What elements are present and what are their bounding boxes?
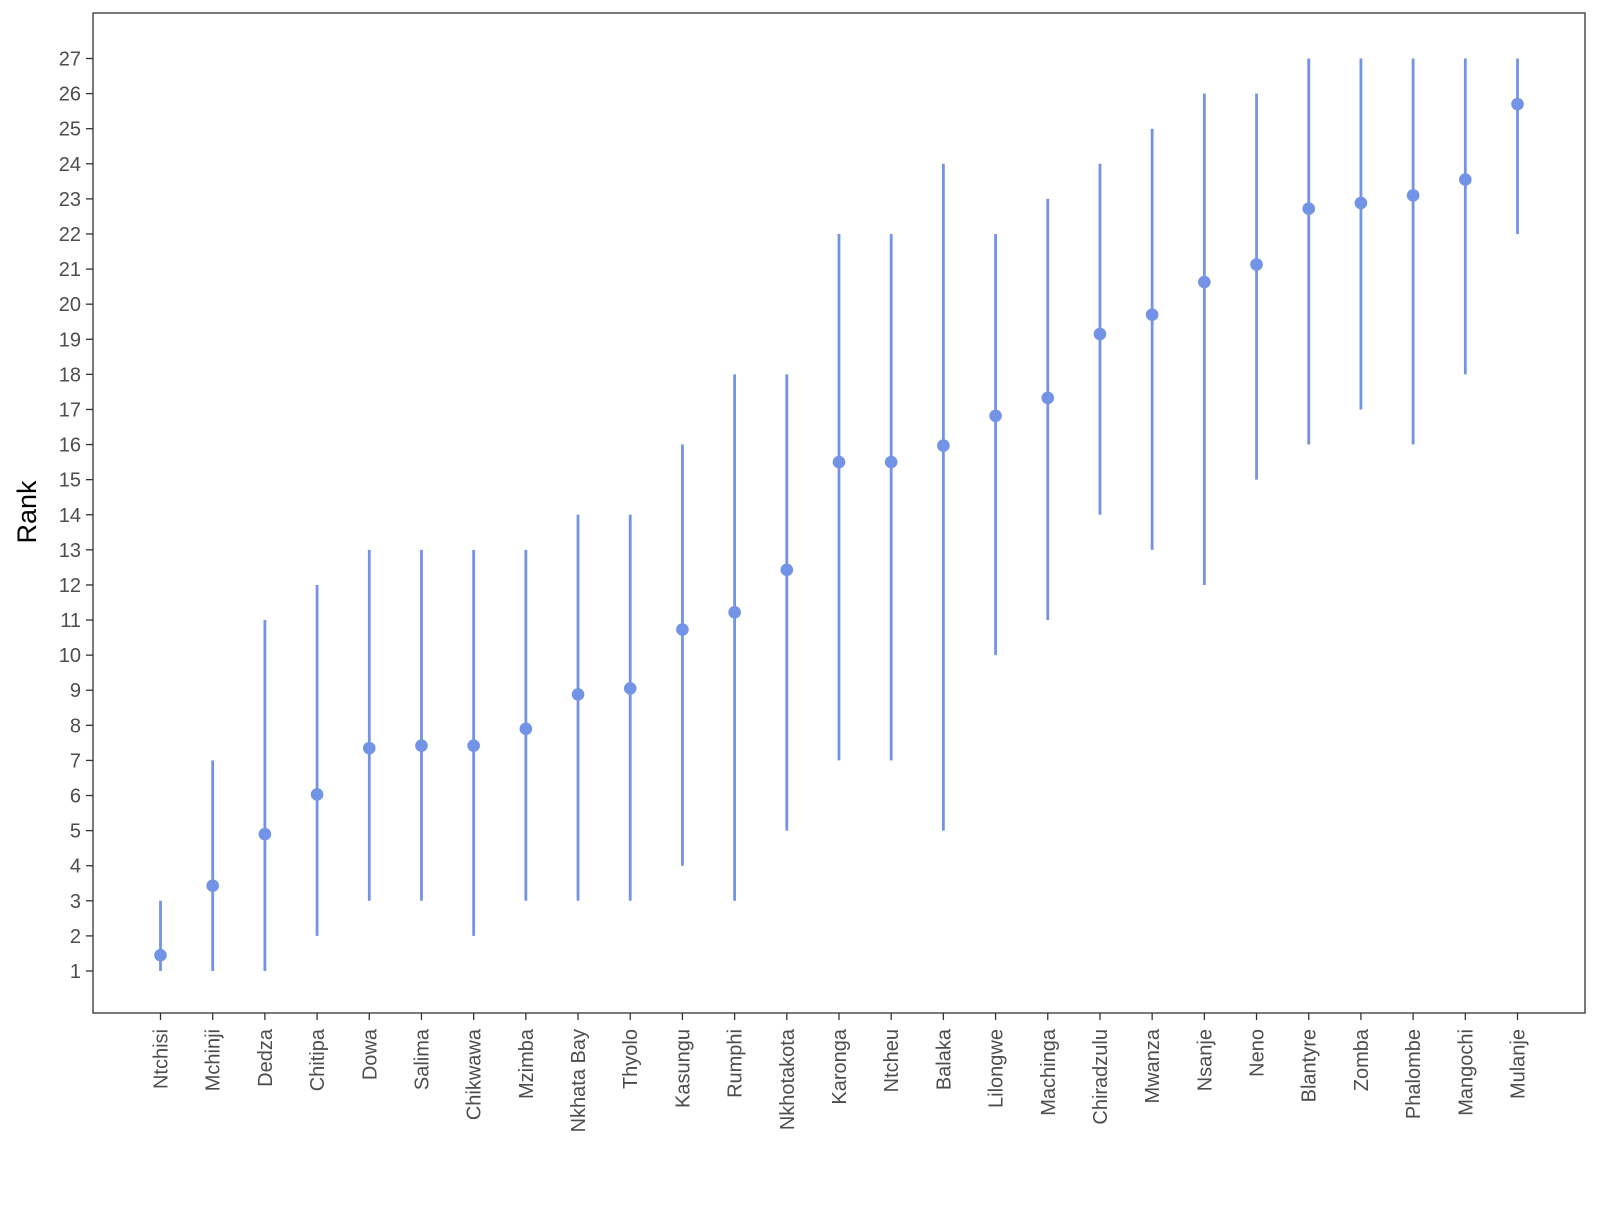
point-rumphi [728,606,741,619]
x-tick-label-chikwawa: Chikwawa [464,1028,486,1120]
y-tick-label-25: 25 [59,119,81,141]
y-axis-ticks: 1234567891011121314151617181920212223242… [59,49,93,983]
x-tick-label-neno: Neno [1247,1029,1269,1077]
x-tick-label-mwanza: Mwanza [1142,1028,1164,1103]
y-tick-label-8: 8 [70,715,81,737]
y-axis-title: Rank [12,480,42,544]
x-tick-label-ntcheu: Ntcheu [881,1029,903,1092]
y-tick-label-17: 17 [59,399,81,421]
y-tick-label-2: 2 [70,926,81,948]
point-chitipa [310,788,324,801]
point-chiradzulu [1093,327,1107,341]
y-tick-label-10: 10 [59,645,81,667]
point-ntcheu [884,455,898,469]
point-nsanje [1198,275,1211,289]
point-kasungu [676,623,689,636]
x-tick-label-zomba: Zomba [1351,1028,1373,1091]
x-tick-label-mchinji: Mchinji [203,1029,225,1091]
x-tick-label-salima: Salima [411,1028,433,1090]
y-tick-label-21: 21 [59,259,81,281]
y-tick-label-18: 18 [59,364,81,386]
y-tick-label-27: 27 [59,49,81,71]
point-nkhata-bay [571,688,585,701]
y-tick-label-4: 4 [70,856,81,878]
rank-points [154,97,1524,962]
point-neno [1250,258,1263,271]
x-tick-label-karonga: Karonga [829,1028,851,1104]
x-tick-label-kasungu: Kasungu [672,1029,694,1108]
point-mulanje [1511,97,1524,111]
x-tick-label-mulanje: Mulanje [1508,1029,1530,1099]
point-balaka [937,439,950,452]
y-tick-label-13: 13 [59,540,81,562]
x-tick-label-mzimba: Mzimba [516,1028,538,1099]
x-tick-label-nkhata-bay: Nkhata Bay [568,1029,590,1132]
y-tick-label-15: 15 [59,470,81,492]
point-phalombe [1406,189,1420,202]
x-tick-label-balaka: Balaka [933,1028,955,1090]
y-tick-label-3: 3 [70,891,81,913]
x-tick-label-thyolo: Thyolo [620,1029,642,1089]
x-tick-label-nkhotakota: Nkhotakota [777,1028,799,1130]
y-tick-label-1: 1 [70,961,81,983]
y-tick-label-7: 7 [70,750,81,772]
x-tick-label-ntchisi: Ntchisi [151,1029,173,1089]
y-tick-label-5: 5 [70,821,81,843]
x-tick-label-rumphi: Rumphi [725,1029,747,1098]
point-dowa [362,741,376,755]
x-tick-label-phalombe: Phalombe [1403,1029,1425,1119]
point-lilongwe [989,409,1002,423]
point-mchinji [206,879,219,893]
point-mangochi [1459,173,1472,186]
y-tick-label-24: 24 [59,154,81,176]
y-tick-label-23: 23 [59,189,81,211]
x-tick-label-mangochi: Mangochi [1455,1029,1477,1116]
point-nkhotakota [780,563,794,577]
y-tick-label-6: 6 [70,786,81,808]
x-tick-label-chitipa: Chitipa [307,1028,329,1091]
point-dedza [258,827,272,841]
x-axis-ticks: Ntchisi Mchinji Dedza Chitipa Dowa Salima Chik… [151,1013,1530,1132]
x-tick-label-chiradzulu: Chiradzulu [1090,1029,1112,1125]
x-tick-label-lilongwe: Lilongwe [986,1029,1008,1108]
y-tick-label-11: 11 [60,610,81,632]
y-tick-label-19: 19 [59,329,81,351]
point-chikwawa [467,739,480,752]
x-tick-label-machinga: Machinga [1038,1028,1060,1116]
point-blantyre [1302,202,1316,216]
x-tick-label-dowa: Dowa [359,1028,381,1080]
x-tick-label-blantyre: Blantyre [1299,1029,1321,1102]
point-machinga [1041,391,1055,405]
point-salima [415,739,428,752]
y-tick-label-9: 9 [70,680,81,702]
point-karonga [832,455,846,469]
y-tick-label-22: 22 [59,224,81,246]
x-tick-label-nsanje: Nsanje [1194,1029,1216,1091]
point-zomba [1354,196,1368,210]
x-tick-label-dedza: Dedza [255,1028,277,1087]
y-tick-label-16: 16 [59,435,81,457]
y-tick-label-20: 20 [59,294,81,316]
y-tick-label-12: 12 [59,575,81,597]
point-mzimba [519,722,533,736]
point-ntchisi [154,948,167,962]
y-tick-label-14: 14 [59,505,81,527]
point-mwanza [1145,308,1159,322]
y-tick-label-26: 26 [59,84,81,106]
point-thyolo [623,682,637,695]
